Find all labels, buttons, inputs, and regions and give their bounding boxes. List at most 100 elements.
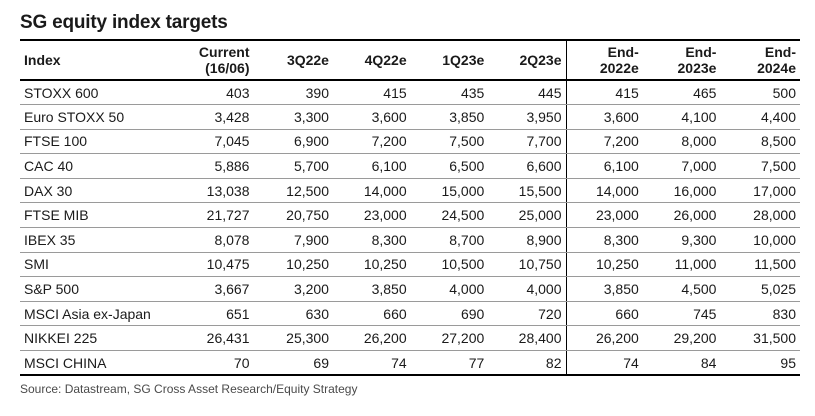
value-cell: 26,000 [642,202,721,229]
table-row: STOXX 600 403 390 415 435 445 415 465 500 [20,80,800,106]
value-cell: 10,250 [332,252,411,278]
value-cell: 465 [642,80,721,106]
value-cell: 15,000 [410,178,489,204]
value-cell: 4,000 [410,276,489,302]
value-cell: 651 [164,301,254,327]
index-name-cell: FTSE MIB [20,202,165,229]
value-cell: 8,078 [164,227,254,253]
col-header-4q22e: 4Q22e [332,39,411,81]
value-cell: 84 [642,350,721,377]
value-cell: 11,000 [642,252,721,278]
value-cell: 10,475 [164,252,254,278]
value-cell: 5,886 [164,153,254,179]
value-cell: 690 [410,301,489,327]
table-row: NIKKEI 225 26,431 25,300 26,200 27,200 28,400… [20,325,800,352]
value-cell: 3,600 [565,104,643,130]
col-header-current: Current (16/06) [164,39,254,81]
value-cell: 830 [720,301,800,327]
col-header-end-2024e: End- 2024e [720,39,800,81]
value-cell: 7,500 [410,129,489,155]
value-cell: 24,500 [410,202,489,229]
value-cell: 10,750 [488,252,566,278]
value-cell: 7,700 [488,129,566,155]
table-row: FTSE 100 7,045 6,900 7,200 7,500 7,700 7,200 8,… [20,129,800,155]
value-cell: 28,400 [488,325,566,352]
col-header-end-2022e: End- 2022e [565,39,643,81]
value-cell: 23,000 [565,202,643,229]
value-cell: 12,500 [253,178,333,204]
value-cell: 6,500 [410,153,489,179]
value-cell: 4,500 [642,276,721,302]
value-cell: 25,000 [488,202,566,229]
value-cell: 5,025 [720,276,800,302]
value-cell: 8,700 [410,227,489,253]
value-cell: 26,431 [164,325,254,352]
value-cell: 3,300 [253,104,333,130]
value-cell: 3,428 [164,104,254,130]
index-name-cell: Euro STOXX 50 [20,104,165,130]
value-cell: 6,100 [332,153,411,179]
value-cell: 74 [565,350,643,377]
index-name-cell: MSCI CHINA [20,350,165,377]
value-cell: 720 [488,301,566,327]
value-cell: 8,300 [332,227,411,253]
value-cell: 26,200 [332,325,411,352]
value-cell: 21,727 [164,202,254,229]
value-cell: 10,000 [720,227,800,253]
value-cell: 28,000 [720,202,800,229]
value-cell: 10,250 [565,252,643,278]
index-name-cell: S&P 500 [20,276,165,302]
col-header-end-2023e: End- 2023e [642,39,721,81]
header-row: Index Current (16/06) 3Q22e 4Q22e 1Q23e 2… [20,39,800,81]
value-cell: 3,600 [332,104,411,130]
table-row: Euro STOXX 50 3,428 3,300 3,600 3,850 3,950 3,… [20,104,800,130]
value-cell: 27,200 [410,325,489,352]
value-cell: 6,600 [488,153,566,179]
value-cell: 25,300 [253,325,333,352]
value-cell: 69 [253,350,333,377]
value-cell: 7,900 [253,227,333,253]
value-cell: 3,950 [488,104,566,130]
value-cell: 14,000 [565,178,643,204]
value-cell: 23,000 [332,202,411,229]
col-header-2q23e: 2Q23e [488,39,566,81]
value-cell: 26,200 [565,325,643,352]
value-cell: 74 [332,350,411,377]
value-cell: 5,700 [253,153,333,179]
index-name-cell: DAX 30 [20,178,165,204]
value-cell: 6,100 [565,153,643,179]
index-name-cell: SMI [20,252,165,278]
value-cell: 8,900 [488,227,566,253]
value-cell: 403 [164,80,254,106]
value-cell: 16,000 [642,178,721,204]
value-cell: 15,500 [488,178,566,204]
value-cell: 4,400 [720,104,800,130]
value-cell: 77 [410,350,489,377]
table-row: IBEX 35 8,078 7,900 8,300 8,700 8,900 8,300 9,3… [20,227,800,253]
value-cell: 500 [720,80,800,106]
value-cell: 415 [332,80,411,106]
value-cell: 20,750 [253,202,333,229]
value-cell: 3,850 [332,276,411,302]
table-row: CAC 40 5,886 5,700 6,100 6,500 6,600 6,100 7,00… [20,153,800,179]
value-cell: 31,500 [720,325,800,352]
value-cell: 10,250 [253,252,333,278]
value-cell: 14,000 [332,178,411,204]
value-cell: 7,200 [332,129,411,155]
value-cell: 435 [410,80,489,106]
table-body: STOXX 600 403 390 415 435 445 415 465 500 Euro ST… [20,80,800,377]
value-cell: 8,500 [720,129,800,155]
value-cell: 17,000 [720,178,800,204]
table-row: S&P 500 3,667 3,200 3,850 4,000 4,000 3,850 4,5… [20,276,800,302]
index-name-cell: NIKKEI 225 [20,325,165,352]
col-header-3q22e: 3Q22e [253,39,333,81]
index-targets-table: Index Current (16/06) 3Q22e 4Q22e 1Q23e 2… [20,39,800,377]
value-cell: 4,000 [488,276,566,302]
value-cell: 7,000 [642,153,721,179]
value-cell: 6,900 [253,129,333,155]
col-header-index: Index [20,39,165,81]
index-name-cell: FTSE 100 [20,129,165,155]
table-row: DAX 30 13,038 12,500 14,000 15,000 15,500 14,0… [20,178,800,204]
value-cell: 8,000 [642,129,721,155]
index-name-cell: CAC 40 [20,153,165,179]
